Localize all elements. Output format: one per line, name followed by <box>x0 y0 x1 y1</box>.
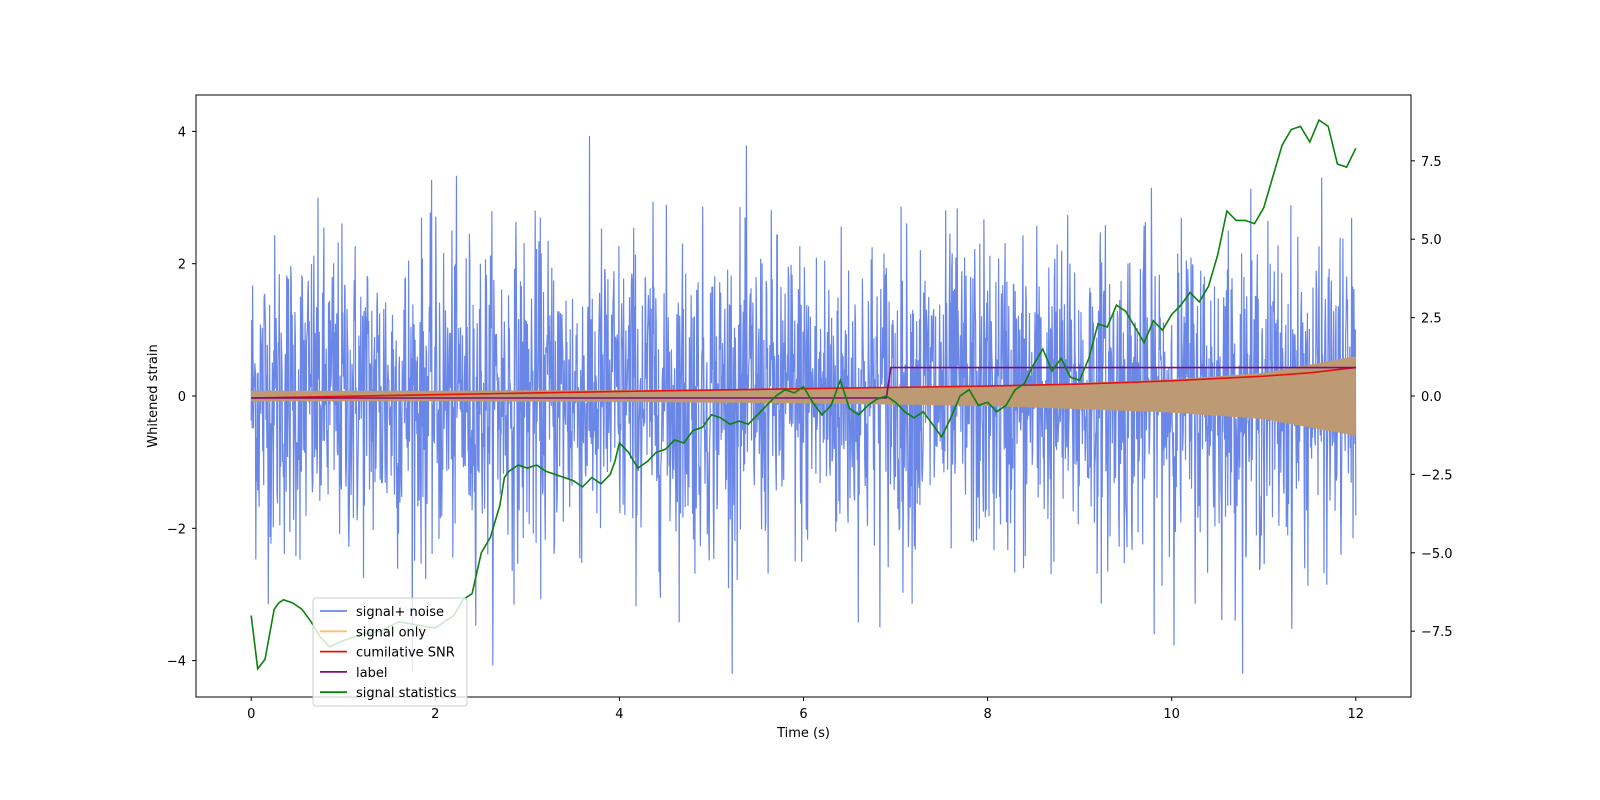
y-tick-label: −2 <box>167 522 186 537</box>
series-cumilative-snr <box>251 366 1356 399</box>
series-signal-only <box>251 356 1356 436</box>
y2-tick-label: 7.5 <box>1421 155 1442 170</box>
y2-tick-label: −2.5 <box>1421 468 1453 483</box>
series-lines <box>250 118 1357 671</box>
x-tick-label: 10 <box>1163 707 1180 722</box>
x-tick-label: 12 <box>1347 707 1364 722</box>
series-signal-statistics <box>250 118 1357 671</box>
x-tick-label: 0 <box>247 707 255 722</box>
y-tick-label: 0 <box>178 390 186 405</box>
legend-entry: signal statistics <box>356 686 457 701</box>
legend: signal+ noise signal only cumilative SNR la… <box>312 597 468 707</box>
legend-box <box>312 597 468 707</box>
y2-tick-label: −5.0 <box>1421 547 1453 562</box>
y2-tick-label: 2.5 <box>1421 312 1442 327</box>
x-tick-label: 6 <box>799 707 807 722</box>
legend-entry: signal only <box>356 625 426 640</box>
y-axis-right: −7.5 −5.0 −2.5 0.0 2.5 5.0 7.5 <box>1411 155 1453 640</box>
y-axis-label: Whitened strain <box>146 344 161 447</box>
x-axis: 0 2 4 6 8 10 12 <box>247 697 1364 722</box>
y2-tick-label: 0.0 <box>1421 390 1442 405</box>
y-tick-label: −4 <box>167 655 186 670</box>
y2-tick-label: 5.0 <box>1421 233 1442 248</box>
signal-only-band <box>251 356 1356 436</box>
y-tick-label: 2 <box>178 258 186 273</box>
x-axis-label: Time (s) <box>776 726 830 741</box>
y-axis-left: −4 −2 0 2 4 <box>167 125 196 670</box>
legend-entry: signal+ noise <box>356 605 444 620</box>
legend-entry: label <box>356 666 387 681</box>
x-tick-label: 2 <box>431 707 439 722</box>
legend-entry: cumilative SNR <box>356 646 455 661</box>
y-tick-label: 4 <box>178 125 186 140</box>
x-tick-label: 8 <box>983 707 991 722</box>
series-label <box>251 366 1356 399</box>
y2-tick-label: −7.5 <box>1421 625 1453 640</box>
x-tick-label: 4 <box>615 707 623 722</box>
